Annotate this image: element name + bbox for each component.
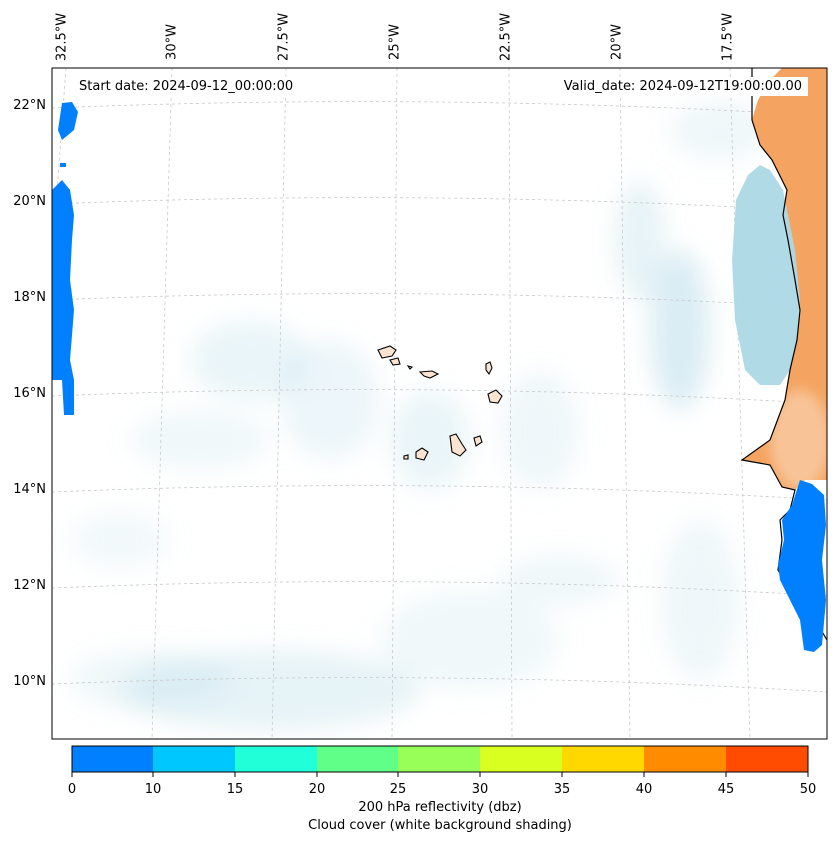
lon-label-17-5w: 17.5°W [720,12,736,62]
lat-label-12n: 12°N [13,578,46,593]
island-boa-vista [487,389,503,404]
colorbar-segment [398,746,480,772]
lat-label-14n: 14°N [13,482,46,497]
lat-label-18n: 18°N [13,290,46,305]
colorbar-segment [317,746,398,772]
lon-label-30w: 30°W [164,24,180,60]
colorbar-tick-45: 45 [717,782,735,797]
island-maio [473,435,483,447]
lon-label-25w: 25°W [387,24,403,60]
island-santa-luzia [406,365,414,370]
colorbar-tick-50: 50 [799,782,817,797]
colorbar-segment [644,746,726,772]
island-sal [485,361,493,376]
island-santo-antao [377,345,397,359]
colorbar-tick-15: 15 [226,782,244,797]
lat-label-10n: 10°N [13,674,46,689]
colorbar-segment [562,746,644,772]
africa-land [742,68,827,490]
start-date-label: Start date: 2024-09-12_00:00:00 [73,77,300,96]
colorbar-segment [726,746,808,772]
colorbar-frame [71,745,809,773]
colorbar-tick-40: 40 [635,782,653,797]
colorbar-tick-30: 30 [471,782,489,797]
valid-date-label: Valid_date: 2024-09-12T19:00:00.00 [557,77,808,96]
colorbar-segment [72,746,153,772]
colorbar-sublabel: Cloud cover (white background shading) [308,818,572,833]
lat-label-20n: 20°N [13,194,46,209]
island-sao-vicente [389,357,401,366]
colorbar-tick-25: 25 [389,782,407,797]
coastal-cloud [732,165,800,385]
island-sao-nicolau [418,370,440,379]
lat-label-16n: 16°N [13,386,46,401]
lon-label-22-5w: 22.5°W [498,12,514,62]
colorbar-tick-20: 20 [308,782,326,797]
colorbar-tick-0: 0 [67,782,77,797]
lon-label-32-5w: 32.5°W [54,12,70,62]
cape-verde-islands [377,345,503,461]
graticule [52,68,827,739]
cloud-cover-shading [70,100,770,730]
colorbar [71,745,809,777]
colorbar-segment [480,746,562,772]
colorbar-segment [235,746,317,772]
island-brava [403,454,409,460]
colorbar-label: 200 hPa reflectivity (dbz) [358,800,522,815]
map-frame [51,67,828,740]
lon-label-27-5w: 27.5°W [276,12,292,62]
colorbar-segment [153,746,235,772]
lat-label-22n: 22°N [13,98,46,113]
coastline [740,68,827,641]
lon-label-20w: 20°W [609,24,625,60]
colorbar-tick-10: 10 [144,782,162,797]
colorbar-tick-35: 35 [553,782,571,797]
island-santiago [449,433,467,457]
reflectivity-echoes [52,102,826,652]
island-fogo [415,447,429,461]
